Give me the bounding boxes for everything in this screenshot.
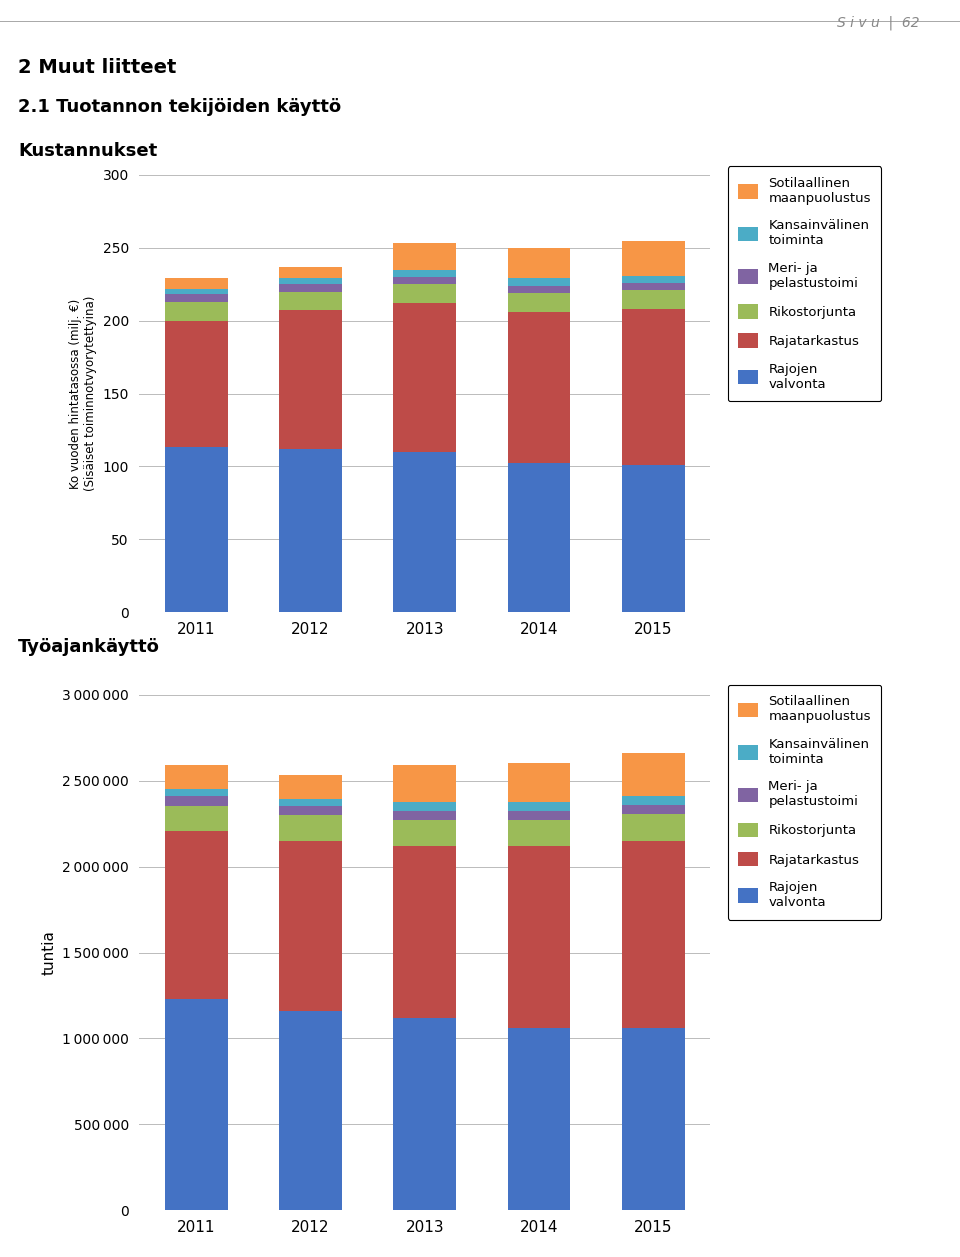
Bar (508, 811, 570, 821)
Bar (279, 816, 342, 841)
Bar (622, 465, 684, 612)
Bar (165, 999, 228, 1210)
Bar (279, 799, 342, 806)
Bar (508, 821, 570, 846)
Bar (622, 815, 684, 841)
Bar (279, 774, 342, 799)
Bar (279, 292, 342, 310)
Bar (508, 248, 570, 278)
Bar (279, 278, 342, 284)
Bar (508, 802, 570, 811)
Bar (165, 302, 228, 321)
Bar (394, 811, 456, 821)
Bar (508, 278, 570, 285)
Bar (165, 289, 228, 294)
Bar (508, 1028, 570, 1210)
Bar (622, 796, 684, 804)
Bar (622, 841, 684, 1028)
Bar (622, 804, 684, 815)
Bar (622, 290, 684, 309)
Bar (508, 846, 570, 1028)
Text: Kustannukset: Kustannukset (18, 142, 157, 160)
Bar (394, 270, 456, 277)
Bar (622, 309, 684, 465)
Legend: Sotilaallinen
maanpuolustus, Kansainvälinen
toiminta, Meri- ja
pelastustoimi, Ri: Sotilaallinen maanpuolustus, Kansainväli… (728, 166, 881, 401)
Legend: Sotilaallinen
maanpuolustus, Kansainvälinen
toiminta, Meri- ja
pelastustoimi, Ri: Sotilaallinen maanpuolustus, Kansainväli… (728, 685, 881, 920)
Text: Työajankäyttö: Työajankäyttö (18, 639, 160, 656)
Bar (394, 802, 456, 811)
Bar (508, 312, 570, 464)
Bar (394, 764, 456, 802)
Bar (394, 284, 456, 303)
Bar (394, 244, 456, 270)
Bar (165, 447, 228, 612)
Bar (279, 266, 342, 278)
Bar (508, 464, 570, 612)
Bar (622, 753, 684, 796)
Bar (279, 841, 342, 1011)
Y-axis label: tuntia: tuntia (41, 930, 57, 975)
Text: 2.1 Tuotannon tekijöiden käyttö: 2.1 Tuotannon tekijöiden käyttö (18, 98, 341, 116)
Bar (394, 1018, 456, 1210)
Bar (394, 846, 456, 1018)
Bar (622, 283, 684, 290)
Y-axis label: Ko vuoden hintatasossa (milj. €)
(Sisäiset toiminnotvyorytettyina): Ko vuoden hintatasossa (milj. €) (Sisäis… (69, 295, 97, 491)
Bar (165, 294, 228, 302)
Bar (165, 278, 228, 289)
Text: S i v u  |  62: S i v u | 62 (837, 15, 920, 29)
Bar (622, 240, 684, 275)
Bar (165, 766, 228, 789)
Bar (508, 285, 570, 293)
Bar (394, 451, 456, 612)
Bar (279, 806, 342, 816)
Bar (165, 789, 228, 796)
Bar (622, 1028, 684, 1210)
Bar (622, 275, 684, 283)
Bar (394, 277, 456, 284)
Bar (165, 796, 228, 806)
Bar (279, 284, 342, 292)
Bar (508, 293, 570, 312)
Bar (165, 806, 228, 831)
Bar (508, 763, 570, 802)
Bar (279, 1011, 342, 1210)
Bar (165, 321, 228, 447)
Text: 2 Muut liitteet: 2 Muut liitteet (18, 58, 177, 77)
Bar (165, 831, 228, 999)
Bar (279, 449, 342, 612)
Bar (279, 310, 342, 449)
Bar (394, 303, 456, 451)
Bar (394, 821, 456, 846)
